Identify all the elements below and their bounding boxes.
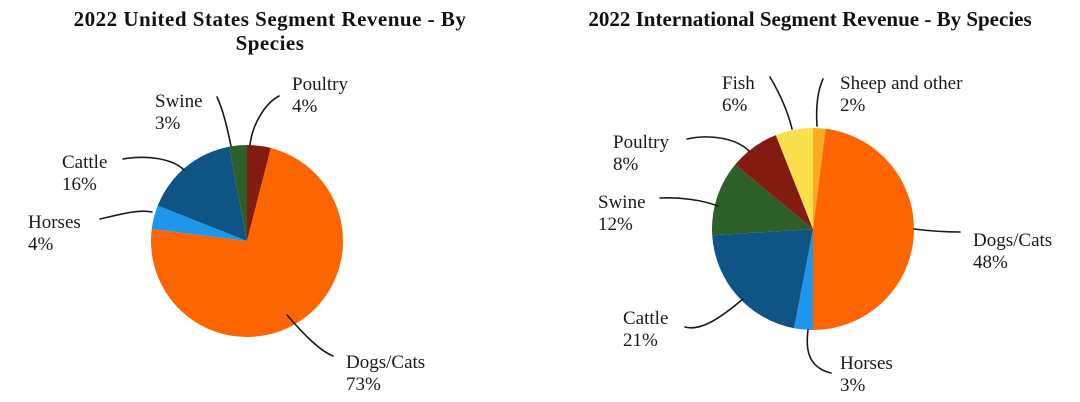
international-pie [712, 128, 914, 330]
intl-callout-horses-value: 3% [840, 375, 866, 396]
intl-callout-sheep: Sheep and other 2% [840, 73, 962, 117]
pie-slice-cattle [712, 229, 813, 329]
us-callout-swine: Swine 3% [155, 91, 203, 135]
us-callout-poultry: Poultry 4% [292, 74, 348, 118]
chart-international-plot [659, 76, 961, 374]
us-leader-line-poultry [249, 95, 280, 146]
pie-slice-fish [775, 128, 813, 229]
intl-callout-horses: Horses 3% [840, 353, 893, 397]
us-callout-poultry-value: 4% [292, 96, 318, 117]
intl-callout-dogs-cats: Dogs/Cats 48% [973, 230, 1052, 274]
intl-callout-swine-label: Swine [598, 192, 646, 213]
intl-callout-fish: Fish 6% [722, 73, 755, 117]
us-callout-poultry-label: Poultry [292, 74, 348, 95]
intl-callout-sheep-value: 2% [840, 95, 866, 116]
intl-callout-dogs-cats-label: Dogs/Cats [973, 230, 1053, 251]
intl-callout-dogs-cats-value: 48% [973, 252, 1008, 273]
intl-leader-line-horses [806, 329, 832, 374]
intl-callout-horses-label: Horses [840, 353, 893, 374]
intl-leader-line-cattle [684, 298, 744, 329]
intl-leader-line-sheep [815, 78, 824, 127]
pie-slice-swine [712, 164, 813, 236]
pie-slice-dogs-cats [813, 128, 914, 330]
intl-callout-sheep-label: Sheep and other [840, 73, 963, 94]
intl-callout-cattle-value: 21% [623, 330, 658, 351]
us-callout-dogs-cats: Dogs/Cats 73% [346, 352, 425, 396]
us-callout-dogs-cats-value: 73% [346, 374, 381, 395]
us-callout-cattle-label: Cattle [62, 152, 108, 173]
pie-slice-cattle [157, 146, 247, 241]
chart-us-plot [99, 95, 344, 357]
intl-callout-poultry-label: Poultry [613, 132, 669, 153]
intl-callout-swine-value: 12% [598, 214, 633, 235]
us-leader-line-horses [99, 210, 153, 220]
us-callout-horses-value: 4% [28, 234, 54, 255]
intl-callout-cattle: Cattle 21% [623, 308, 668, 352]
us-leader-line-swine [216, 96, 232, 147]
pie-slice-poultry [735, 135, 813, 229]
us-leader-line-cattle [122, 156, 185, 171]
us-callout-horses: Horses 4% [28, 212, 81, 256]
chart-us: 2022 United States Segment Revenue - By … [28, 7, 467, 396]
pie-slice-poultry [247, 145, 271, 241]
pie-slice-horses [794, 229, 813, 330]
intl-callout-fish-label: Fish [722, 73, 755, 94]
us-callout-cattle-value: 16% [62, 174, 97, 195]
intl-callout-poultry-value: 8% [613, 154, 639, 175]
pie-slice-sheep-and-other [813, 128, 826, 229]
pie-slice-dogs-cats [151, 148, 344, 338]
us-callout-cattle: Cattle 16% [62, 152, 107, 196]
chart-us-title: 2022 United States Segment Revenue - By … [73, 7, 467, 55]
intl-callout-cattle-label: Cattle [623, 308, 669, 329]
us-leader-line-dogs-cats [286, 314, 334, 357]
us-callout-swine-value: 3% [155, 113, 181, 134]
intl-leader-line-swine [659, 197, 719, 207]
us-callout-horses-label: Horses [28, 212, 81, 233]
pie-slice-swine [229, 144, 247, 241]
intl-leader-line-fish [769, 76, 793, 130]
us-pie [151, 144, 344, 338]
us-callout-swine-label: Swine [155, 91, 203, 112]
intl-callout-fish-value: 6% [722, 95, 748, 116]
pie-slice-horses [151, 205, 247, 241]
chart-international-title: 2022 International Segment Revenue - By … [588, 7, 1032, 31]
chart-international: 2022 International Segment Revenue - By … [540, 0, 1080, 402]
us-callout-dogs-cats-label: Dogs/Cats [346, 352, 426, 373]
intl-leader-line-poultry [686, 136, 750, 152]
intl-leader-line-dogs-cats [913, 228, 961, 233]
intl-callout-swine: Swine 12% [598, 192, 646, 236]
intl-callout-poultry: Poultry 8% [613, 132, 669, 176]
